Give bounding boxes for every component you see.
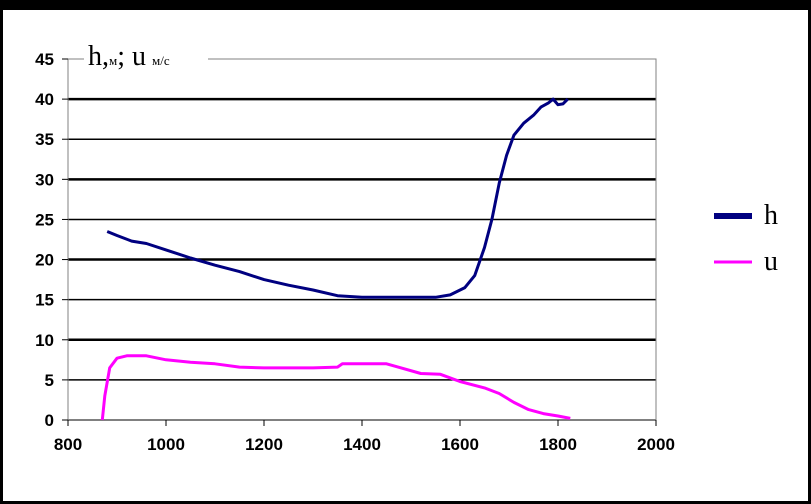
y-tick-label: 25 bbox=[35, 210, 54, 229]
x-tick-label: 1600 bbox=[441, 435, 479, 454]
y-axis-title-comma: , bbox=[102, 41, 109, 72]
gridlines bbox=[68, 97, 656, 421]
x-tick-label: 1400 bbox=[343, 435, 381, 454]
plot-area-border bbox=[67, 58, 657, 421]
y-axis-title-h-unit: м bbox=[109, 53, 117, 68]
x-axis-ticks: 800 1000 1200 1400 1600 1800 2000 bbox=[54, 420, 675, 454]
legend-label-u: u bbox=[764, 246, 778, 277]
legend: hu bbox=[714, 200, 778, 277]
y-axis-title-background bbox=[84, 44, 208, 72]
x-tick-label: 1000 bbox=[147, 435, 185, 454]
y-tick-label: 30 bbox=[35, 170, 54, 189]
y-axis-title-u-unit: м/с bbox=[152, 53, 170, 68]
x-tick-label: 2000 bbox=[637, 435, 675, 454]
y-tick-label: 15 bbox=[35, 291, 54, 310]
x-tick-label: 1800 bbox=[539, 435, 577, 454]
y-tick-label: 10 bbox=[35, 331, 54, 350]
legend-label-h: h bbox=[764, 200, 778, 231]
y-tick-label: 45 bbox=[35, 50, 54, 69]
series-lines bbox=[100, 97, 571, 421]
y-tick-label: 0 bbox=[45, 411, 54, 430]
series-line-u bbox=[100, 354, 571, 421]
y-axis-title: h,м; u м/с bbox=[88, 41, 170, 72]
y-tick-label: 5 bbox=[45, 371, 54, 390]
y-axis-title-sep: ; bbox=[117, 41, 125, 72]
y-tick-label: 35 bbox=[35, 130, 54, 149]
x-tick-label: 800 bbox=[54, 435, 82, 454]
x-tick-label: 1200 bbox=[245, 435, 283, 454]
y-axis-title-u: u bbox=[132, 41, 146, 72]
y-tick-label: 20 bbox=[35, 251, 54, 270]
y-tick-label: 40 bbox=[35, 90, 54, 109]
y-axis-title-space bbox=[125, 41, 132, 72]
series-line-h bbox=[106, 97, 569, 299]
y-axis-title-h: h bbox=[88, 41, 102, 72]
y-axis-ticks: 0 5 10 15 20 25 30 35 40 45 bbox=[35, 50, 68, 430]
